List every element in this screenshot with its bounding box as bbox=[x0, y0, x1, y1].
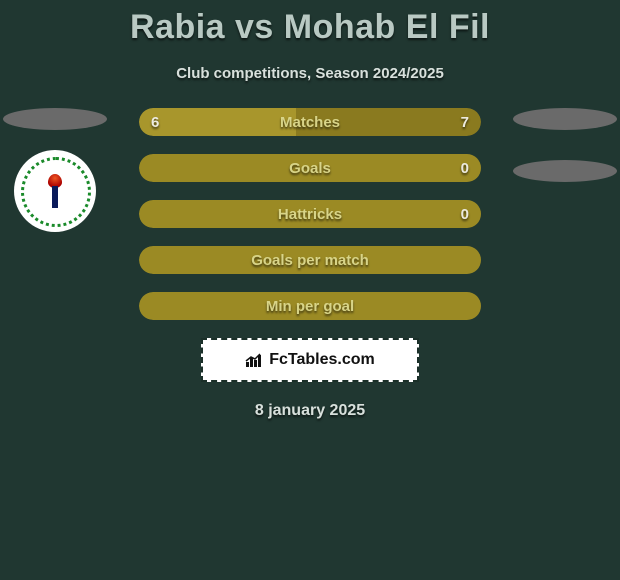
comparison-content: 6 7 Matches 0 Goals 0 Hattricks Goals per match… bbox=[0, 108, 620, 420]
stat-bar: Goals per match bbox=[139, 246, 481, 274]
stat-bar: 6 7 Matches bbox=[139, 108, 481, 136]
bar-label: Min per goal bbox=[266, 298, 354, 315]
brand-text: FcTables.com bbox=[269, 351, 375, 369]
subtitle: Club competitions, Season 2024/2025 bbox=[0, 65, 620, 82]
bar-label: Goals bbox=[289, 160, 331, 177]
right-player-column bbox=[510, 108, 620, 202]
bar-value-right: 0 bbox=[461, 206, 469, 223]
chart-icon bbox=[245, 352, 263, 368]
bar-label: Goals per match bbox=[251, 252, 369, 269]
right-player-placeholder-ellipse bbox=[513, 108, 617, 130]
stat-bar: 0 Hattricks bbox=[139, 200, 481, 228]
stat-bar: 0 Goals bbox=[139, 154, 481, 182]
brand-box: FcTables.com bbox=[201, 338, 419, 382]
right-club-placeholder-ellipse bbox=[513, 160, 617, 182]
left-club-badge bbox=[14, 150, 96, 232]
stat-bars: 6 7 Matches 0 Goals 0 Hattricks Goals per match… bbox=[139, 108, 481, 320]
bar-value-left: 6 bbox=[151, 114, 159, 131]
date-text: 8 january 2025 bbox=[0, 402, 620, 420]
left-player-column bbox=[0, 108, 110, 232]
bar-fill-left bbox=[139, 108, 296, 136]
page-title: Rabia vs Mohab El Fil bbox=[0, 0, 620, 47]
bar-label: Hattricks bbox=[278, 206, 342, 223]
bar-value-right: 0 bbox=[461, 160, 469, 177]
bar-label: Matches bbox=[280, 114, 340, 131]
bar-value-right: 7 bbox=[461, 114, 469, 131]
left-player-placeholder-ellipse bbox=[3, 108, 107, 130]
badge-torch-icon bbox=[48, 174, 62, 208]
stat-bar: Min per goal bbox=[139, 292, 481, 320]
